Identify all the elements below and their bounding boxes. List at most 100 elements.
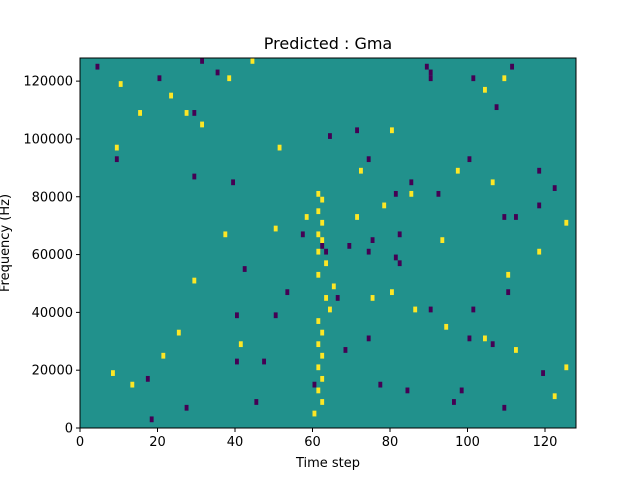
low-intensity-cell [397,231,402,238]
high-intensity-cell [564,219,569,226]
low-intensity-cell [370,237,375,243]
heatmap-cells [95,58,569,423]
low-intensity-cell [355,127,360,134]
low-intensity-cell [490,341,495,348]
high-intensity-cell [316,341,321,348]
high-intensity-cell [316,364,321,371]
plot-frame [79,57,577,429]
low-intensity-cell [184,404,189,411]
low-intensity-cell [235,358,239,365]
low-intensity-cell [343,347,348,353]
low-intensity-cell [149,416,154,423]
high-intensity-cell [483,335,487,342]
x-tick-label: 60 [304,435,321,450]
low-intensity-cell [467,156,472,163]
high-intensity-cell [370,295,375,301]
high-intensity-cell [506,271,511,278]
low-intensity-cell [436,190,441,197]
low-intensity-cell [452,399,456,405]
high-intensity-cell [502,75,507,82]
high-intensity-cell [316,271,321,278]
x-tick-label: 120 [533,435,558,450]
high-intensity-cell [316,248,321,255]
low-intensity-cell [366,248,371,255]
high-intensity-cell [328,306,332,313]
low-intensity-cell [200,58,205,64]
high-intensity-cell [490,179,495,186]
low-intensity-cell [537,202,542,209]
high-intensity-cell [537,248,542,255]
high-intensity-cell [413,306,418,313]
low-intensity-cell [273,312,278,319]
low-intensity-cell [378,381,383,388]
high-intensity-cell [114,144,119,151]
high-intensity-cell [184,110,189,116]
x-tick-label: 0 [76,435,84,450]
low-intensity-cell [428,75,433,82]
high-intensity-cell [273,225,278,232]
low-intensity-cell [393,190,398,197]
low-intensity-cell [409,179,414,186]
low-intensity-cell [366,156,371,163]
x-tick-label: 100 [455,435,480,450]
low-intensity-cell [459,387,464,394]
high-intensity-cell [176,329,181,336]
high-intensity-cell [320,352,325,359]
low-intensity-cell [95,63,100,70]
low-intensity-cell [192,173,197,180]
low-intensity-cell [494,104,499,111]
low-intensity-cell [145,375,150,382]
low-intensity-cell [428,306,433,313]
high-intensity-cell [200,121,205,128]
x-axis-ticks: 0 20 40 60 80 100 120 [76,428,558,450]
low-intensity-cell [312,381,317,388]
low-intensity-cell [157,75,162,82]
x-axis-label: Time step [295,456,360,471]
high-intensity-cell [316,318,321,324]
low-intensity-cell [347,243,352,249]
high-intensity-cell [359,167,363,174]
low-intensity-cell [114,156,119,163]
high-intensity-cell [118,81,123,87]
high-intensity-cell [331,283,336,290]
high-intensity-cell [138,110,143,116]
low-intensity-cell [502,404,507,411]
low-intensity-cell [393,254,398,261]
low-intensity-cell [541,370,546,376]
high-intensity-cell [382,202,387,209]
low-intensity-cell [192,110,197,116]
y-tick-label: 60000 [32,248,73,263]
low-intensity-cell [328,133,332,139]
high-intensity-cell [564,364,569,371]
high-intensity-cell [312,410,317,417]
high-intensity-cell [390,127,394,134]
low-intensity-cell [320,243,325,249]
low-intensity-cell [231,179,236,186]
x-tick-label: 40 [227,435,244,450]
high-intensity-cell [409,190,414,197]
low-intensity-cell [510,63,515,70]
low-intensity-cell [366,335,371,342]
high-intensity-cell [514,347,518,353]
low-intensity-cell [405,387,410,394]
high-intensity-cell [440,237,445,243]
high-intensity-cell [161,352,166,359]
high-intensity-cell [316,190,321,197]
high-intensity-cell [455,167,460,174]
low-intensity-cell [235,312,239,319]
high-intensity-cell [316,231,321,238]
y-axis-ticks: 0 20000 40000 60000 80000 100000 120000 [23,75,80,437]
high-intensity-cell [169,92,174,99]
y-tick-label: 100000 [23,132,73,147]
x-tick-label: 80 [382,435,399,450]
low-intensity-cell [424,63,429,70]
low-intensity-cell [215,69,220,76]
high-intensity-cell [483,86,487,93]
high-intensity-cell [316,208,321,215]
y-tick-label: 0 [65,422,73,437]
low-intensity-cell [324,248,329,255]
high-intensity-cell [320,196,325,203]
plot-area [80,58,576,428]
low-intensity-cell [242,266,247,272]
